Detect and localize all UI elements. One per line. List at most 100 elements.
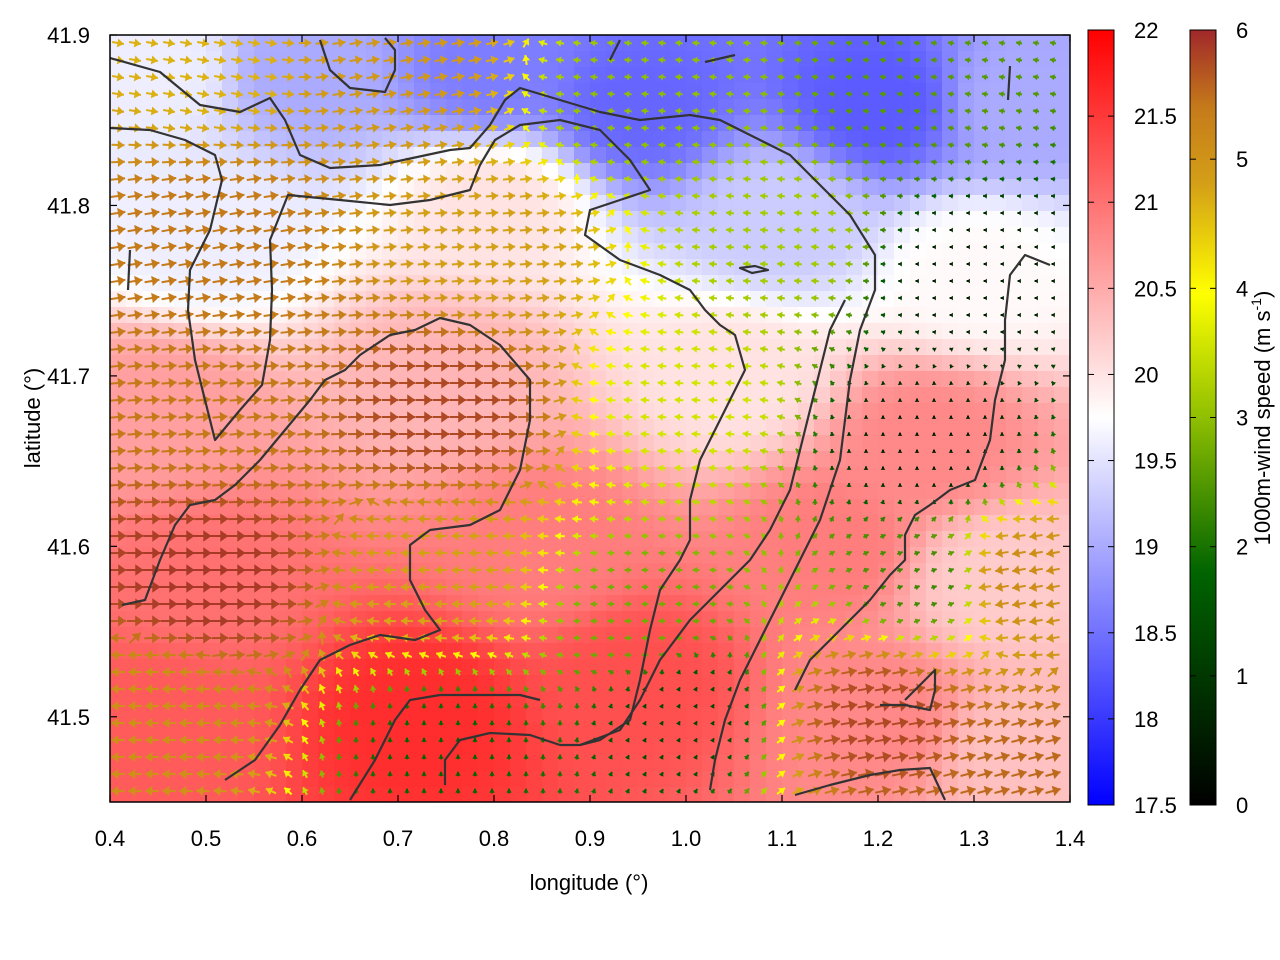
temperature-cell: [782, 515, 799, 532]
temperature-cell: [926, 243, 943, 260]
temperature-cell: [398, 67, 415, 84]
temperature-cell: [494, 787, 511, 802]
temperature-cell: [878, 435, 895, 452]
temperature-cell: [702, 707, 719, 724]
temperature-cell: [686, 355, 703, 372]
temperature-cell: [910, 259, 927, 276]
temperature-cell: [622, 467, 639, 484]
temperature-cell: [558, 483, 575, 500]
temperature-cell: [542, 659, 559, 676]
temperature-cell: [110, 739, 127, 756]
temperature-cell: [638, 435, 655, 452]
temperature-cell: [142, 179, 159, 196]
temperature-cell: [958, 451, 975, 468]
temperature-cell: [478, 403, 495, 420]
temperature-cell: [974, 115, 991, 132]
temperature-cell: [494, 675, 511, 692]
temperature-cell: [574, 723, 591, 740]
temperature-cell: [590, 563, 607, 580]
temperature-cell: [366, 611, 383, 628]
temperature-cell: [558, 595, 575, 612]
temperature-cell: [862, 451, 879, 468]
temperature-cell: [1006, 547, 1023, 564]
temperature-cell: [318, 211, 335, 228]
temperature-cell: [702, 467, 719, 484]
temperature-cell: [622, 99, 639, 116]
temperature-cell: [702, 355, 719, 372]
temperature-cell: [814, 99, 831, 116]
temperature-cell: [366, 787, 383, 802]
temperature-cell: [862, 515, 879, 532]
temperature-cell: [270, 691, 287, 708]
temperature-cell: [334, 691, 351, 708]
temperature-cell: [366, 531, 383, 548]
temperature-cell: [494, 659, 511, 676]
temperature-cell: [238, 563, 255, 580]
temperature-cell: [382, 739, 399, 756]
temperature-cell: [622, 435, 639, 452]
temperature-cell: [510, 691, 527, 708]
temperature-cell: [718, 371, 735, 388]
temperature-cell: [222, 611, 239, 628]
temperature-cell: [846, 435, 863, 452]
temperature-cell: [254, 323, 271, 340]
temperature-cell: [558, 659, 575, 676]
temperature-cell: [190, 483, 207, 500]
temperature-cell: [462, 739, 479, 756]
temperature-cell: [686, 371, 703, 388]
temperature-cell: [558, 723, 575, 740]
temperature-cell: [334, 723, 351, 740]
temperature-cell: [574, 467, 591, 484]
temperature-cell: [366, 691, 383, 708]
temperature-cell: [222, 67, 239, 84]
temperature-cell: [286, 739, 303, 756]
temperature-cell: [238, 67, 255, 84]
temperature-cell: [798, 531, 815, 548]
temperature-cell: [110, 147, 127, 164]
temperature-cell: [1038, 243, 1055, 260]
temperature-cell: [638, 355, 655, 372]
temperature-cell: [990, 611, 1007, 628]
temperature-cell: [526, 707, 543, 724]
temperature-cell: [606, 83, 623, 100]
temperature-cell: [318, 707, 335, 724]
temperature-cell: [718, 291, 735, 308]
temperature-cell: [510, 595, 527, 612]
temperature-cell: [1054, 99, 1070, 116]
temperature-cell: [222, 707, 239, 724]
temperature-cell: [958, 227, 975, 244]
temperature-cell: [446, 659, 463, 676]
temperature-cell: [542, 611, 559, 628]
temperature-cell: [686, 99, 703, 116]
temperature-cell: [702, 547, 719, 564]
temperature-cell: [206, 611, 223, 628]
temperature-cell: [190, 35, 207, 52]
temperature-cell: [510, 339, 527, 356]
temperature-cell: [590, 435, 607, 452]
temperature-cell: [510, 547, 527, 564]
temperature-cell: [814, 275, 831, 292]
temperature-cell: [478, 67, 495, 84]
temperature-cell: [382, 659, 399, 676]
temperature-cell: [478, 51, 495, 68]
temperature-cell: [558, 579, 575, 596]
temperature-cell: [1054, 339, 1070, 356]
temperature-cell: [622, 643, 639, 660]
temperature-cell: [190, 163, 207, 180]
temperature-cell: [190, 787, 207, 802]
temperature-cell: [974, 211, 991, 228]
temperature-cell: [878, 67, 895, 84]
temperature-cell: [1022, 163, 1039, 180]
temperature-cell: [254, 467, 271, 484]
temperature-cell: [942, 259, 959, 276]
temperature-cell: [206, 83, 223, 100]
temperature-cell: [990, 163, 1007, 180]
temperature-cell: [398, 675, 415, 692]
temperature-cell: [766, 99, 783, 116]
temperature-cell: [942, 163, 959, 180]
temperature-cell: [1038, 67, 1055, 84]
temperature-cell: [462, 51, 479, 68]
temperature-cell: [526, 483, 543, 500]
temperature-cell: [798, 467, 815, 484]
temperature-cell: [350, 659, 367, 676]
